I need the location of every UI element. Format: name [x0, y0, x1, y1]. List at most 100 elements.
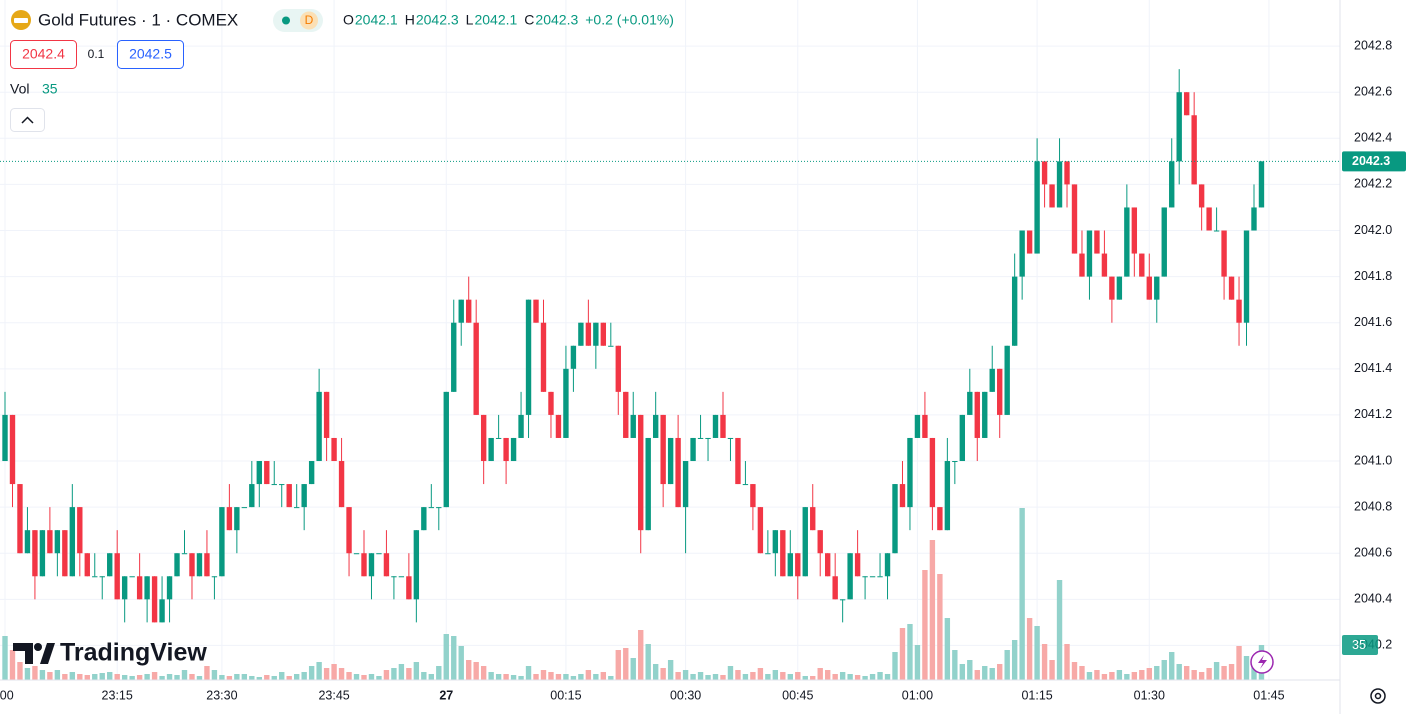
candle-body	[600, 322, 607, 346]
volume-bar	[899, 628, 906, 680]
x-tick-label: 00:30	[670, 688, 701, 702]
candle-body	[166, 576, 173, 600]
candle-body	[391, 576, 397, 578]
volume-bar	[264, 675, 270, 680]
last-price-box	[1342, 151, 1406, 172]
candle-body	[451, 322, 457, 392]
volume-bar	[914, 645, 921, 680]
candle-body	[1213, 230, 1220, 232]
candle-body	[1019, 230, 1025, 277]
candle-body	[690, 437, 696, 462]
candle-body	[1258, 161, 1265, 208]
volume-bar	[705, 675, 711, 680]
volume-bar	[436, 666, 442, 680]
spread: 0.1	[88, 47, 105, 61]
candle-body	[413, 530, 420, 600]
candle-body	[159, 599, 165, 623]
candle-body	[525, 299, 532, 415]
candle-body	[869, 576, 876, 578]
volume-bar	[1011, 640, 1018, 680]
badge-circle	[300, 11, 318, 30]
candle-body	[854, 553, 861, 577]
volume-bar	[832, 674, 838, 680]
volume-bar	[301, 672, 307, 680]
candle-body	[1236, 299, 1242, 323]
candle-body	[533, 299, 539, 323]
candle-body	[69, 507, 76, 577]
candle-body	[189, 553, 195, 577]
candle-body	[495, 437, 502, 439]
x-tick-label: 23:15	[102, 688, 133, 702]
volume-bar	[869, 674, 876, 680]
candle-body	[593, 322, 599, 346]
volume-bar	[1206, 668, 1212, 680]
volume-bar	[652, 664, 659, 680]
candle-body	[241, 507, 248, 509]
candle-body	[1243, 230, 1250, 323]
volume-bar	[974, 670, 980, 680]
y-tick-label: 2041.6	[1354, 315, 1392, 329]
candle-body	[810, 507, 816, 531]
candle-body	[1206, 207, 1212, 231]
candle-body	[286, 484, 292, 508]
candle-body	[540, 322, 547, 392]
candle-body	[17, 484, 23, 554]
ohlc-key: L	[466, 12, 474, 28]
candle-body	[518, 414, 524, 438]
volume-bar	[166, 674, 173, 680]
candle-body	[9, 414, 16, 485]
x-tick-label: 23:45	[318, 688, 349, 702]
collapse-icon	[21, 116, 34, 124]
candle-body	[705, 437, 711, 439]
y-tick-label: 2042.0	[1354, 223, 1392, 237]
candle-body	[406, 576, 412, 600]
candle-body	[570, 345, 577, 369]
bid: 2042.4	[22, 46, 65, 62]
candle-body	[817, 530, 823, 554]
volume-bar	[443, 634, 449, 680]
volume-bar	[204, 666, 210, 680]
candle-body	[697, 437, 704, 439]
volume-bar	[398, 664, 405, 680]
candle-body	[256, 461, 262, 485]
logo-mark-slash	[40, 643, 55, 664]
volume-bar	[1183, 666, 1190, 680]
candle-body	[1154, 276, 1160, 300]
volume-bar	[1049, 660, 1055, 680]
volume-bar	[1131, 672, 1138, 680]
volume-bar	[645, 644, 651, 680]
volume-bar	[451, 636, 457, 680]
volume-bar	[929, 540, 936, 680]
volume-bar	[997, 664, 1003, 680]
candle-body	[129, 576, 135, 578]
volume-bar	[361, 675, 367, 680]
y-tick-label: 2040.4	[1354, 592, 1392, 606]
candle-body	[1169, 161, 1175, 208]
volume-bar	[189, 674, 195, 680]
collapse-button[interactable]	[10, 108, 45, 132]
volume-bar	[690, 674, 696, 680]
volume-bar	[630, 658, 636, 680]
candle-body	[368, 553, 375, 577]
candle-body	[1026, 230, 1033, 254]
volume-bar	[608, 676, 614, 680]
ask-box[interactable]	[117, 40, 184, 69]
candle-body	[645, 437, 651, 531]
volume-bar	[1124, 674, 1130, 680]
settings-icon[interactable]	[1370, 688, 1386, 704]
candle-body	[555, 414, 562, 438]
candle-body	[1034, 161, 1040, 254]
candle-body	[675, 437, 681, 508]
candle-body	[316, 391, 322, 462]
candle-body	[92, 576, 98, 578]
candle-body	[488, 437, 494, 462]
volume-bar	[1056, 580, 1063, 680]
candle-body	[24, 530, 31, 554]
symbol-title[interactable]: Gold Futures · 1 · COMEX	[38, 10, 238, 29]
candle-body	[293, 507, 300, 509]
candle-body	[922, 414, 928, 438]
volume-bar	[196, 676, 203, 680]
bid-box[interactable]	[10, 40, 77, 69]
volume-bar	[727, 666, 734, 680]
volume-bar	[884, 674, 891, 680]
